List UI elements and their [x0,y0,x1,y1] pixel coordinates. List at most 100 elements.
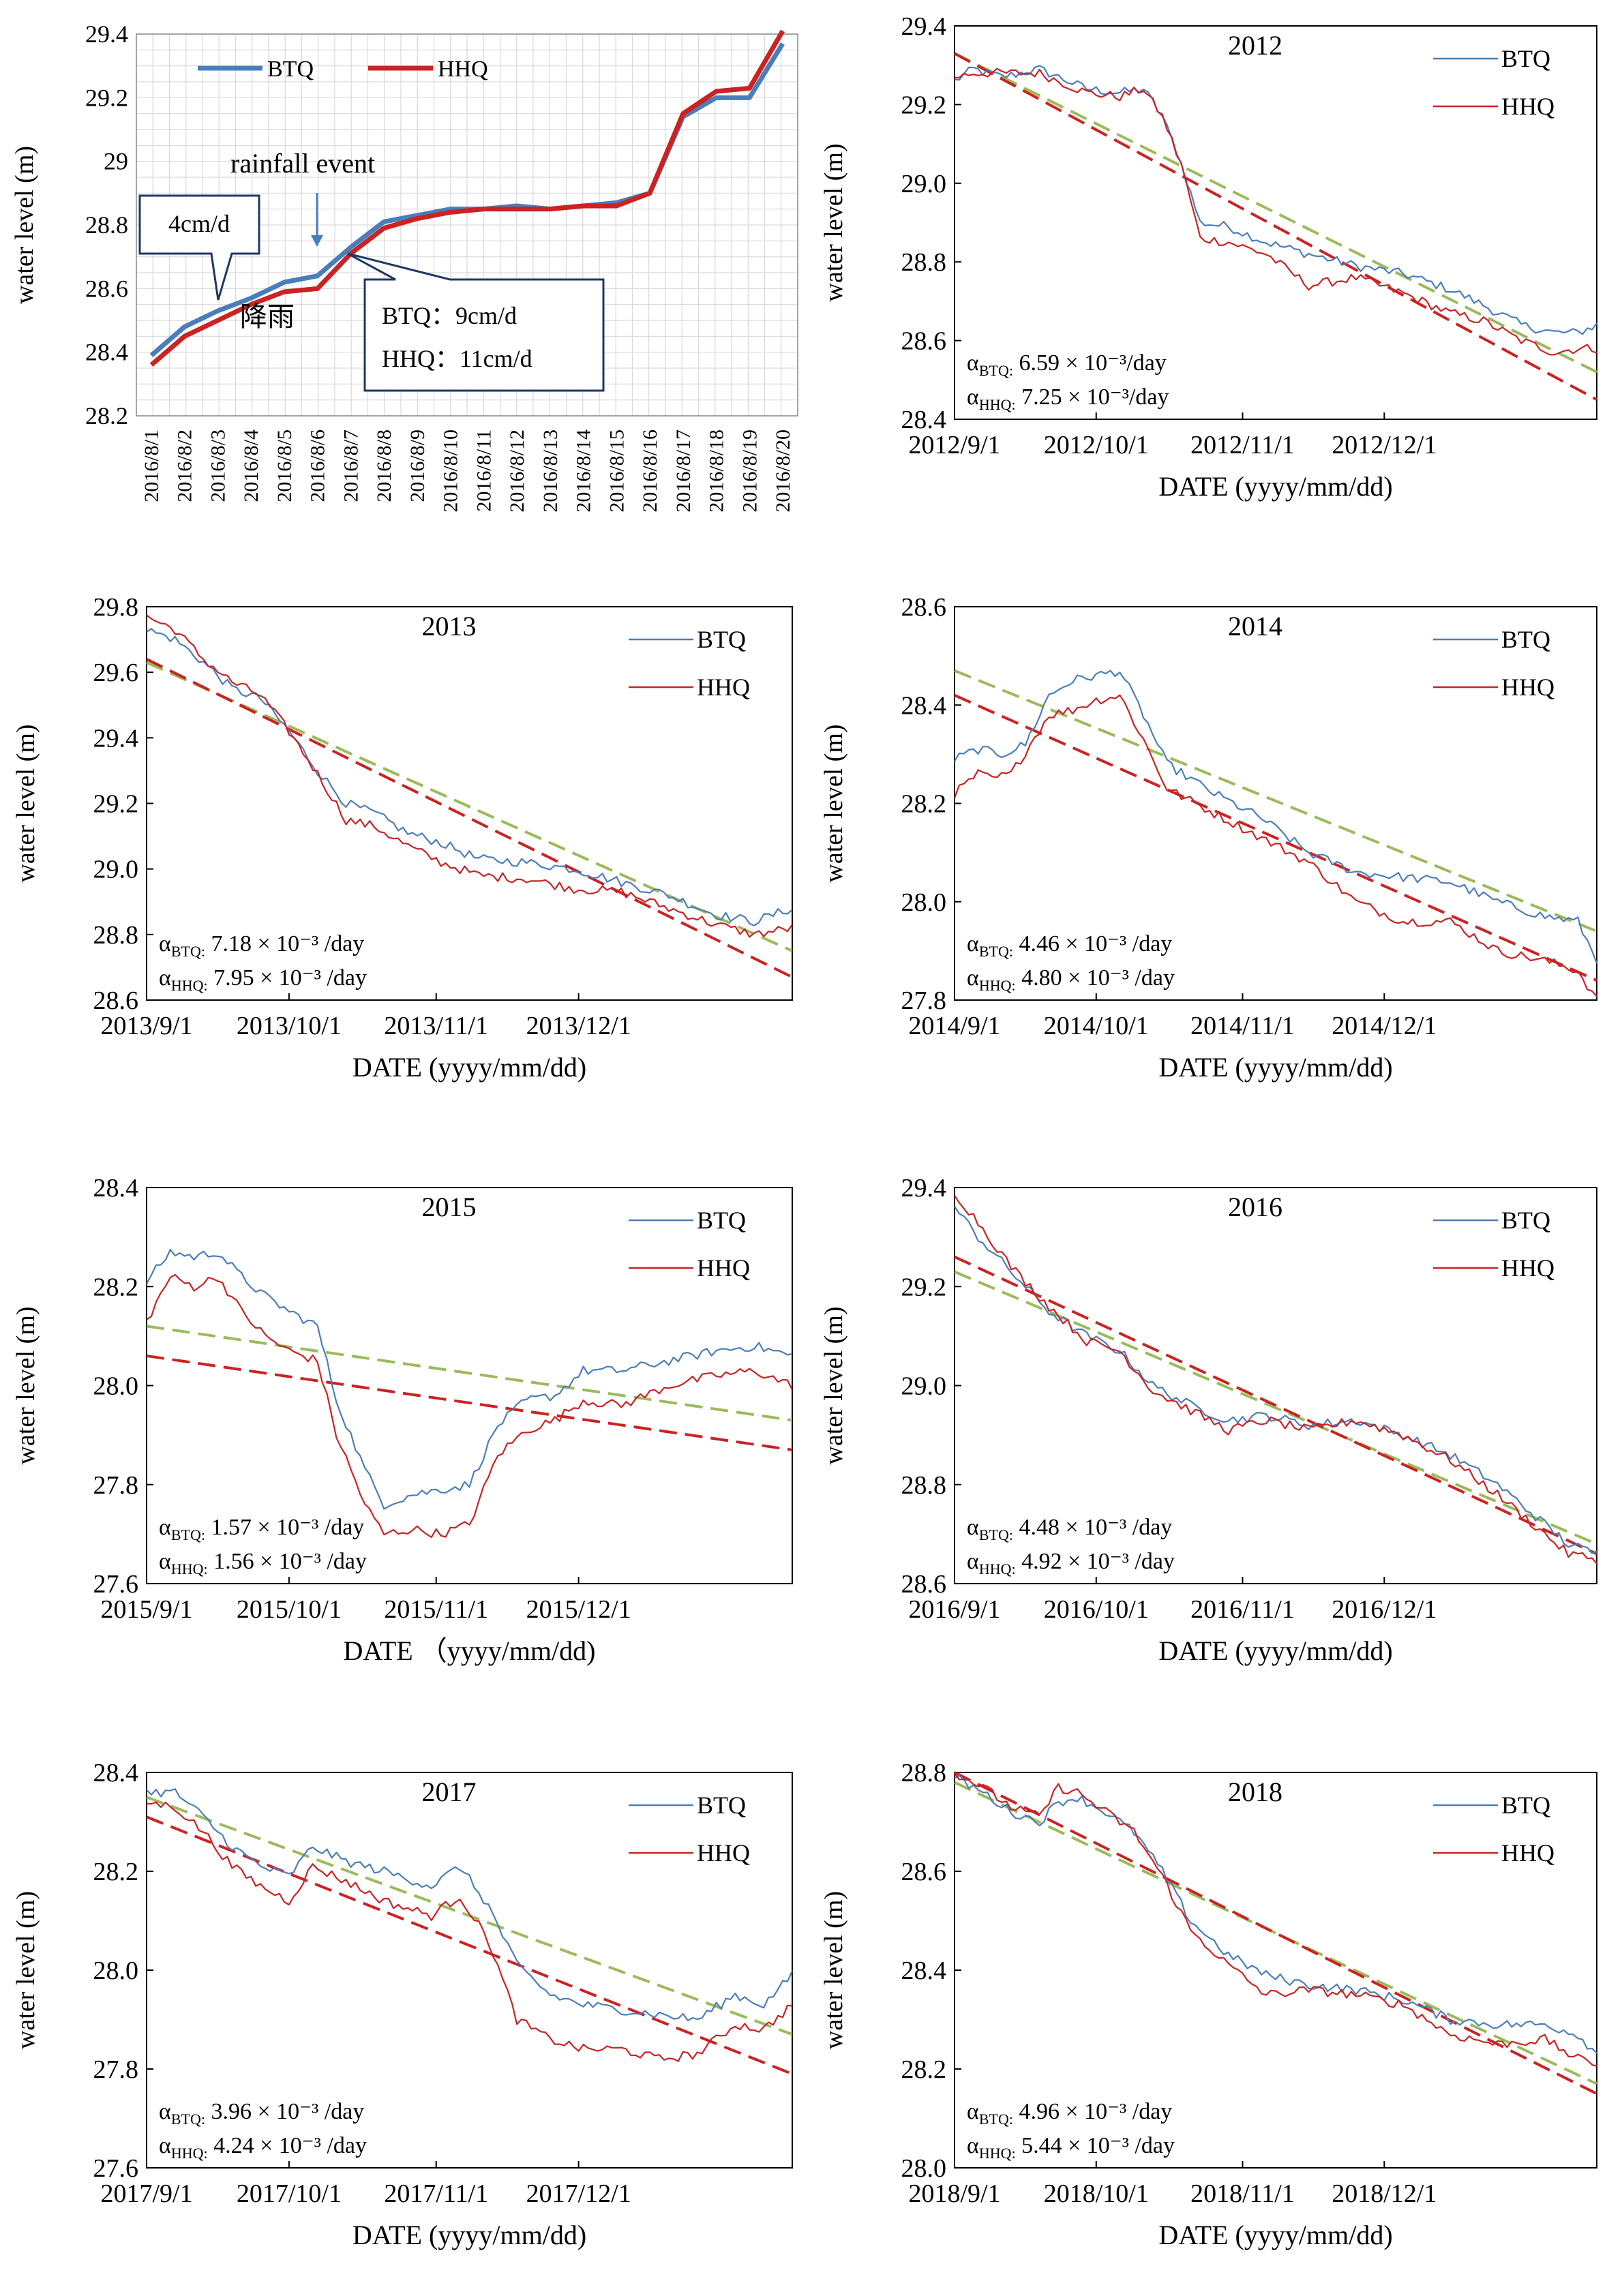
x-tick-label: 2012/11/1 [1190,431,1295,459]
y-tick-label: 29.4 [93,724,139,753]
legend-label-btq: BTQ [267,57,314,82]
panel-2018: 28.0 28.2 28.4 28.6 28.8 water level (m) 2018/… [820,1759,1597,2250]
x-tick-label: 2017/9/1 [100,2179,192,2208]
panel-2014: 27.8 28.0 28.2 28.4 28.6 water level (m) 2014/… [820,593,1598,1083]
x-tick-label: 2016/9/1 [908,1595,1000,1624]
alpha-hhq-label: αHHQ: 1.56 × 10⁻³ /day [159,1549,367,1577]
y-tick-label: 28.6 [901,327,947,356]
x-axis-label: DATE (yyyy/mm/dd) [352,1052,586,1083]
x-tick-label: 2016/8/18 [706,429,728,513]
legend-label-hhq: HHQ [1501,674,1555,701]
x-tick-label: 2013/9/1 [100,1012,192,1040]
legend-label-btq: BTQ [1501,1792,1550,1819]
legend-label-hhq: HHQ [697,674,750,701]
y-tick-label: 28.4 [85,339,128,366]
y-tick-label: 28.0 [901,2154,947,2183]
series-line-hhq [146,614,793,938]
panel-2013: 28.6 28.8 29.0 29.2 29.4 29.6 29.8 water level … [12,593,793,1083]
trend-line-btq [954,1781,1597,2085]
y-tick-label: 29.2 [93,790,139,819]
y-tick-label: 29.4 [901,12,947,41]
panel-title: 2017 [422,1777,477,1807]
y-axis-label: water level (m) [820,1306,848,1464]
y-tick-label: 28.8 [85,211,128,239]
x-tick-label: 2016/8/4 [240,429,262,502]
callout-btq-text: BTQ：9cm/d [382,302,517,329]
x-tick-label: 2016/8/6 [307,429,329,502]
trend-line-btq [146,1325,793,1422]
plot-area-border [136,33,798,417]
x-tick-label: 2016/8/13 [539,429,562,513]
x-tick-label: 2017/11/1 [384,2179,488,2208]
legend-label-hhq: HHQ [697,1839,750,1867]
callout-rate-box [138,194,260,301]
rain-chinese-label: 降雨 [240,301,295,332]
series-line-hhq [146,1801,793,2062]
y-tick-label: 28.2 [901,2055,947,2084]
legend-label-hhq: HHQ [1501,1254,1555,1282]
y-tick-label: 27.8 [93,2055,139,2084]
plot-area-border [954,25,1597,420]
x-tick-label: 2016/12/1 [1332,1595,1437,1624]
panel-2017: 27.6 27.8 28.0 28.2 28.4 water level (m) 2017/… [12,1759,794,2250]
x-tick-label: 2014/9/1 [908,1012,1000,1040]
x-axis-label: DATE (yyyy/mm/dd) [1158,1635,1392,1666]
alpha-btq-label: αBTQ: 1.57 × 10⁻³ /day [159,1515,364,1543]
panel-title: 2012 [1228,30,1282,61]
trend-line-btq [954,669,1597,933]
x-tick-label: 2012/10/1 [1044,431,1149,459]
y-tick-label: 28.2 [85,402,128,429]
x-tick-label: 2015/10/1 [237,1595,342,1624]
x-tick-label: 2016/8/7 [340,429,362,502]
legend-label-hhq: HHQ [1501,93,1555,120]
x-tick-label: 2014/11/1 [1190,1012,1295,1040]
x-tick-label: 2016/8/2 [174,429,196,502]
y-tick-label: 28.6 [93,986,139,1015]
legend-label-hhq: HHQ [438,57,488,82]
alpha-hhq-label: αHHQ: 7.25 × 10⁻³/day [967,384,1169,413]
y-tick-label: 27.6 [93,2154,139,2183]
x-tick-label: 2012/9/1 [908,431,1000,459]
legend-label-btq: BTQ [697,1207,746,1234]
series-line-hhq [953,694,1597,997]
y-tick-label: 28.6 [901,593,947,622]
x-tick-label: 2016/8/14 [573,429,595,513]
y-tick-label: 28.8 [901,248,947,277]
y-tick-label: 29.0 [901,170,947,198]
series-line-hhq [146,1273,793,1538]
x-tick-label: 2013/11/1 [384,1012,488,1040]
legend-label-btq: BTQ [697,626,746,653]
panel-title: 2016 [1228,1192,1282,1222]
x-tick-label: 2016/10/1 [1044,1595,1149,1624]
y-tick-label: 28.6 [901,1858,947,1886]
alpha-btq-label: αBTQ: 7.18 × 10⁻³ /day [159,931,364,960]
x-tick-label: 2016/8/19 [738,429,761,513]
trend-line-btq [954,52,1597,374]
series-line-btq [954,1774,1597,2054]
panel-2015: 27.6 27.8 28.0 28.2 28.4 water level (m) 2015/… [12,1174,793,1666]
trend-line-hhq [954,1771,1597,2096]
x-tick-label: 2016/8/12 [506,429,528,513]
legend-label-hhq: HHQ [1501,1839,1555,1867]
x-tick-label: 2018/12/1 [1332,2179,1437,2208]
x-tick-label: 2016/11/1 [1190,1595,1295,1624]
series-line-hhq [954,67,1597,356]
x-axis-label: DATE (yyyy/mm/dd) [1158,2220,1392,2250]
y-tick-label: 28.0 [901,888,947,917]
series-line-btq [954,669,1598,964]
x-tick-label: 2017/10/1 [237,2179,342,2208]
x-tick-label: 2013/10/1 [237,1012,342,1040]
y-tick-label: 28.8 [901,1759,947,1787]
legend-label-hhq: HHQ [697,1254,750,1282]
y-tick-label: 28.4 [901,1957,947,1985]
series-line-hhq [954,1772,1597,2068]
y-tick-label: 28.0 [93,1372,139,1401]
rainfall-arrow-head [311,235,323,247]
trend-line-btq [146,661,793,952]
alpha-btq-label: αBTQ: 4.96 × 10⁻³ /day [967,2099,1172,2128]
legend-label-btq: BTQ [1501,45,1550,72]
trend-line-btq [146,1796,793,2036]
x-tick-label: 2018/10/1 [1044,2179,1149,2208]
x-tick-label: 2014/10/1 [1044,1012,1149,1040]
